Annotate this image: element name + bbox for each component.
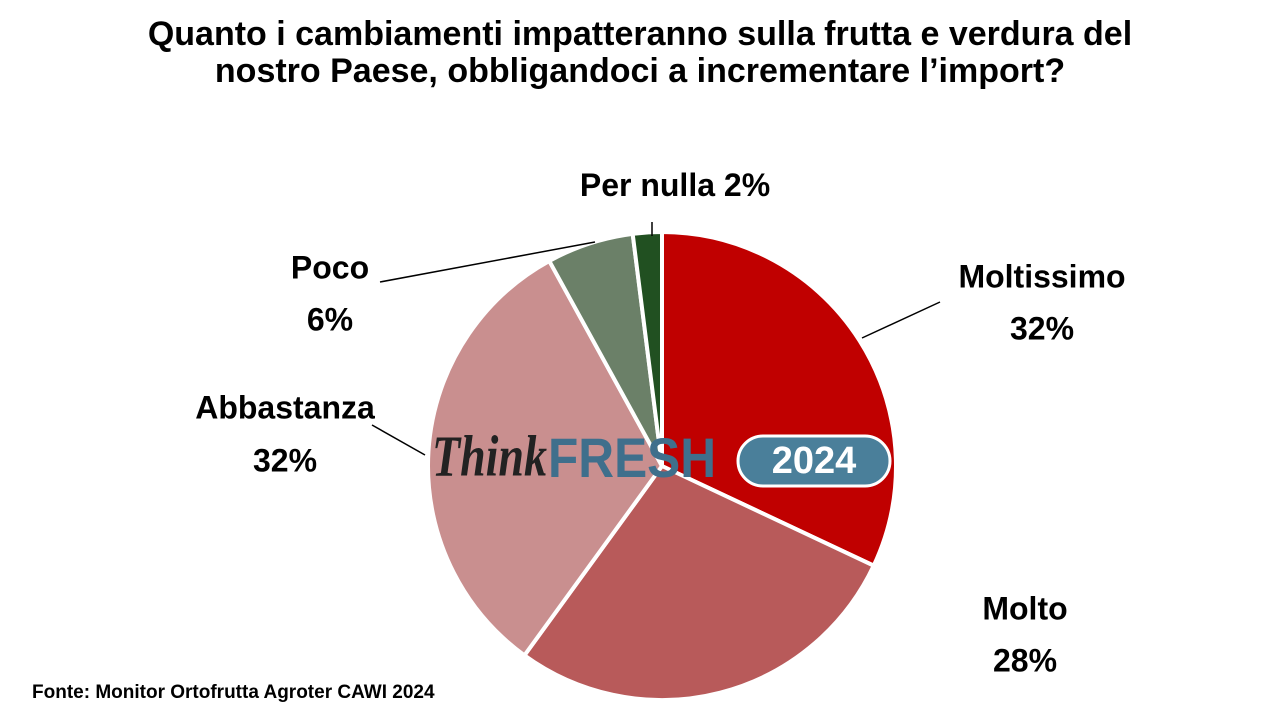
labels: Moltissimo 32% Molto 28% Abbastanza 32% Poco 6%… <box>195 167 1125 678</box>
value-label: 32% <box>253 442 317 478</box>
logo-think: Think <box>432 423 547 488</box>
logo: Think FRESH 2024 <box>432 423 892 489</box>
leader-line <box>371 424 426 456</box>
chart-title-line: Quanto i cambiamenti impatteranno sulla … <box>148 15 1132 53</box>
leader-line <box>861 301 941 339</box>
source: Fonte: Monitor Ortofrutta Agroter CAWI 2… <box>32 682 435 703</box>
category-label: Per nulla <box>580 167 715 203</box>
chart-title-line: nostro Paese, obbligandoci a incrementar… <box>215 52 1065 90</box>
logo-year: 2024 <box>772 440 857 482</box>
pie-slice <box>521 463 877 702</box>
pie-slice <box>630 229 664 467</box>
category-label: Poco <box>291 249 369 285</box>
value-label: 2% <box>724 167 770 203</box>
slice-label: Per nulla 2% <box>580 167 770 203</box>
logo-fresh: FRESH <box>548 426 716 489</box>
category-label: Abbastanza <box>195 389 375 425</box>
value-label: 6% <box>307 301 353 337</box>
pie-slice <box>426 258 665 659</box>
leader-line <box>379 241 596 283</box>
logo-badge <box>736 434 892 488</box>
category-label: Molto <box>982 590 1067 626</box>
pie <box>426 229 898 702</box>
value-label: 32% <box>1010 310 1074 346</box>
value-label: 28% <box>993 642 1057 678</box>
category-label: Moltissimo <box>958 258 1125 294</box>
